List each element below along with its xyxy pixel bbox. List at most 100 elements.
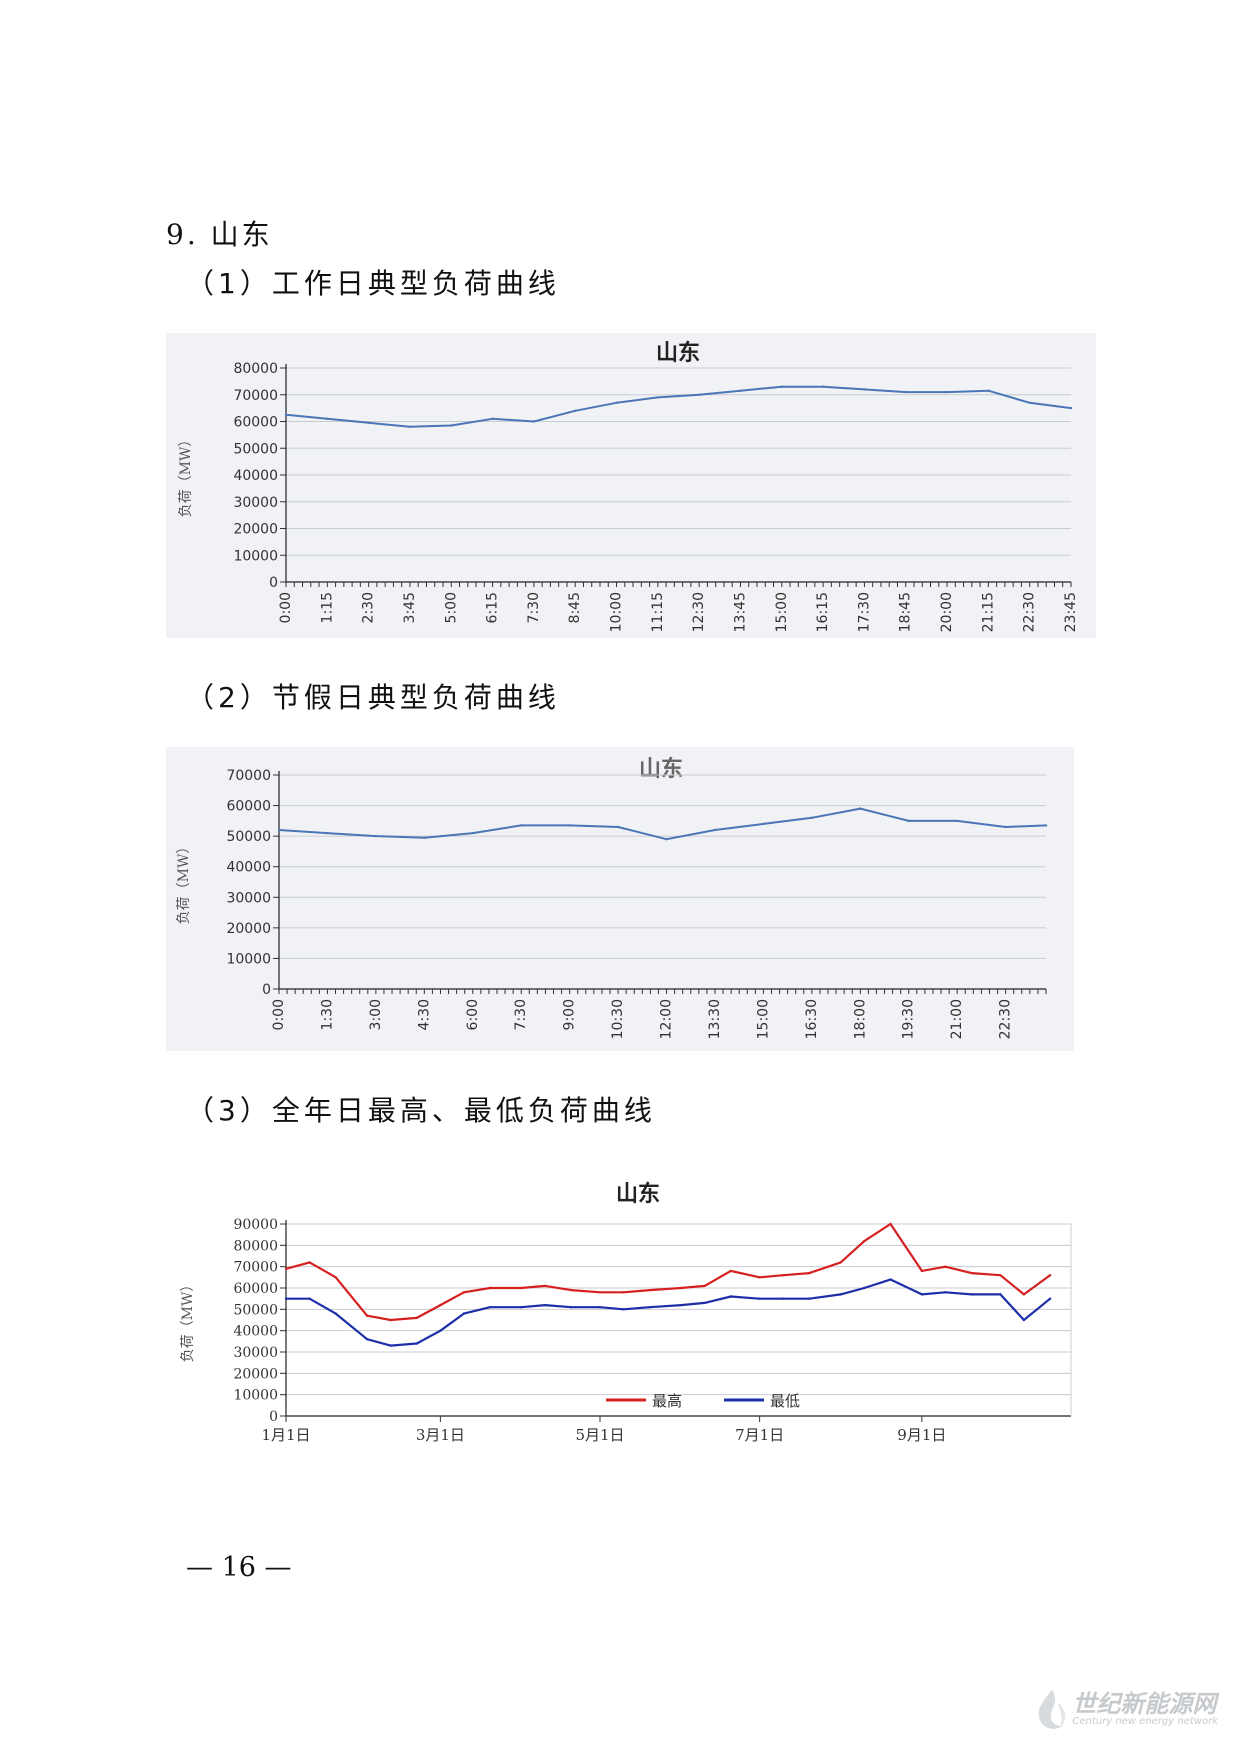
data-point	[462, 1312, 466, 1315]
data-point	[863, 1239, 866, 1243]
data-point	[839, 1261, 842, 1264]
data-point	[543, 1303, 547, 1307]
data-point	[365, 1338, 369, 1341]
data-point	[810, 816, 814, 819]
data-point	[616, 825, 620, 829]
x-tick-label: 8:45	[567, 592, 583, 623]
y-tick-label: 40000	[233, 1324, 278, 1340]
y-tick-label: 30000	[233, 1345, 278, 1361]
data-point	[808, 1271, 811, 1275]
data-point	[415, 1342, 418, 1345]
data-point	[944, 1291, 947, 1294]
x-tick-label: 18:00	[852, 999, 868, 1039]
data-point	[758, 1297, 761, 1300]
data-point	[889, 1222, 892, 1226]
y-axis-label: 负荷（MW）	[180, 1278, 196, 1363]
x-tick-label: 3:00	[368, 999, 384, 1030]
data-point	[1022, 1293, 1026, 1296]
data-point	[863, 1286, 866, 1290]
data-point	[999, 1274, 1002, 1277]
x-tick-label: 16:15	[815, 592, 831, 632]
data-point	[956, 819, 959, 823]
y-tick-label: 50000	[233, 441, 278, 457]
subsection-heading-1: （1）工作日典型负荷曲线	[186, 267, 560, 300]
x-tick-label: 12:30	[691, 592, 707, 632]
data-point	[326, 417, 329, 420]
data-point	[729, 1295, 732, 1298]
y-tick-label: 10000	[233, 1388, 278, 1404]
data-point	[703, 1284, 706, 1288]
x-tick-label: 21:00	[949, 999, 965, 1039]
data-point	[920, 1293, 924, 1296]
data-point	[679, 1286, 683, 1290]
data-point	[907, 819, 910, 823]
data-point	[679, 1303, 683, 1307]
x-tick-label: 1:15	[319, 592, 335, 623]
x-tick-label: 0:00	[278, 592, 294, 623]
data-point	[920, 1269, 924, 1273]
subsection-heading-3: （3）全年日最高、最低负荷曲线	[186, 1094, 656, 1127]
subsection-title: 节假日典型负荷曲线	[271, 681, 560, 714]
data-point	[284, 413, 288, 416]
x-tick-label: 6:15	[485, 592, 501, 623]
subsection-number: 2	[218, 681, 240, 714]
x-tick-label: 7:30	[513, 999, 529, 1030]
watermark-sub: Century new energy network	[1072, 1716, 1218, 1728]
data-point	[574, 409, 577, 412]
y-tick-label: 70000	[226, 768, 271, 784]
y-tick-label: 0	[262, 982, 271, 998]
data-point	[488, 1286, 492, 1290]
data-point	[904, 390, 907, 394]
y-tick-label: 30000	[233, 495, 278, 511]
subsection-number: 1	[218, 267, 240, 300]
data-point	[450, 424, 453, 427]
x-tick-label: 13:45	[732, 592, 748, 632]
annual-peak-valley-chart: 山东 0 10000 20000 30000 40000 50000 60000 70000 80…	[166, 1168, 1086, 1468]
data-point	[729, 1269, 732, 1273]
workday-load-chart: 山东 0 10000 20000 30000 40000 50000 60000 70000 80…	[166, 333, 1096, 638]
data-point	[739, 389, 742, 392]
data-point	[999, 1293, 1002, 1296]
data-point	[648, 1288, 651, 1292]
legend-label: 最低	[770, 1392, 800, 1410]
y-axis-label: 负荷（MW）	[176, 840, 192, 925]
data-point	[488, 1306, 492, 1309]
y-tick-label: 50000	[233, 1302, 278, 1318]
data-point	[367, 421, 370, 424]
data-point	[520, 1286, 523, 1290]
x-tick-label: 7:30	[526, 592, 542, 623]
x-tick-label: 21:15	[980, 592, 996, 632]
data-point	[1069, 406, 1073, 410]
data-point	[970, 1271, 973, 1275]
data-point	[334, 1276, 337, 1279]
x-tick-label: 15:00	[755, 999, 771, 1039]
data-point	[622, 1308, 625, 1311]
data-point	[439, 1329, 442, 1332]
data-point	[970, 1293, 973, 1296]
data-point	[808, 1297, 811, 1300]
y-tick-label: 10000	[233, 548, 278, 564]
y-tick-label: 80000	[233, 1238, 278, 1254]
series-line-0	[278, 807, 1047, 841]
x-tick-label: 9:00	[562, 999, 578, 1030]
data-point	[859, 807, 862, 810]
page-number: — 16 —	[186, 1552, 292, 1583]
y-tick-label: 20000	[233, 522, 278, 538]
series-line-1	[286, 1278, 1051, 1347]
x-tick-label: 19:30	[901, 999, 917, 1039]
data-point	[284, 1297, 288, 1300]
x-tick-label: 5:00	[443, 592, 459, 623]
data-point	[598, 1306, 602, 1309]
data-point	[762, 822, 765, 826]
subsection-title: 全年日最高、最低负荷曲线	[271, 1094, 656, 1127]
data-point	[945, 390, 949, 394]
chart-title: 山东	[616, 1181, 660, 1207]
watermark-main: 世纪新能源网	[1072, 1690, 1217, 1719]
y-tick-label: 60000	[226, 799, 271, 815]
series-line-0	[285, 385, 1072, 428]
x-tick-label: 3:45	[402, 592, 418, 623]
x-tick-label: 2:30	[361, 592, 377, 623]
x-tick-label: 22:30	[1022, 592, 1038, 632]
section-title: 山东	[210, 218, 273, 251]
data-point	[698, 393, 701, 396]
